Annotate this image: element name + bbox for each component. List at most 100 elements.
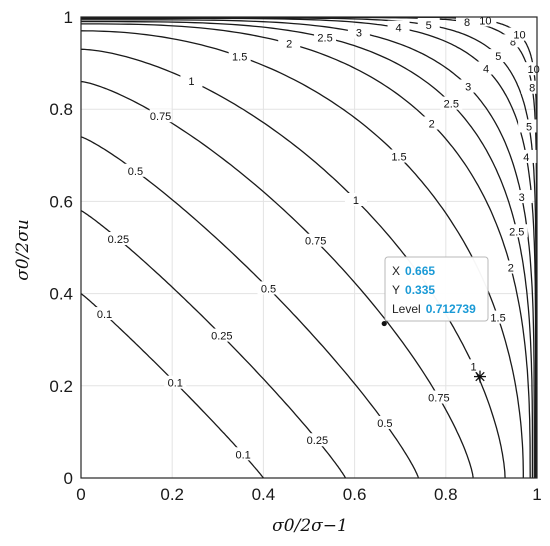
contour-label-bg [314,30,337,44]
contour-label: 3 [356,27,362,39]
contour-label: 1 [188,76,194,88]
contour-label-bg [124,163,147,177]
contour-label-bg [487,310,510,324]
contour-label-bg [107,232,130,246]
contour-line-0-5 [80,136,420,479]
contour-label: 0.75 [150,111,171,123]
contour-label-bg [210,328,233,342]
datatip-y-label: Y [392,283,400,297]
contour-label-bg [510,190,533,204]
contour-label: 0.5 [261,283,276,295]
x-tick-label: 0.4 [252,485,276,504]
contour-label: 8 [510,36,516,48]
contour-label: 0.1 [97,309,112,321]
contour-label-bg [522,62,545,76]
contour-label: 4 [396,23,402,35]
asterisk-marker [474,370,486,383]
asterisk-stroke [475,371,485,382]
y-tick-label: 0.4 [49,285,73,304]
contour-label: 1 [353,195,359,207]
contour-label: 8 [464,17,470,29]
x-axis-label: σ0/2σ−1 [272,516,348,536]
contour-label-bg [427,390,450,404]
svg-text:X0.665: X 0.665 [392,264,435,278]
contour-label-bg [304,233,327,247]
contour-label: 2.5 [509,226,524,238]
contour-label: 4 [523,152,529,164]
contour-label-bg [347,25,370,39]
contour-label: 3 [465,82,471,94]
y-axis-label: σ0/2σu [13,219,33,281]
contour-label: 1 [471,361,477,373]
x-tick-label: 0.8 [434,485,458,504]
datatip-x-label: X [392,264,400,278]
tick-labels: 0 0.2 0.4 0.6 0.8 100.20.40.60.81 [49,8,541,504]
x-tick-label: 0.2 [160,485,184,504]
datatip-y-value: 0.335 [405,283,435,297]
contour-label: 2 [508,262,514,274]
contour-label-bg [387,149,410,163]
x-tick-label: 0 [76,485,85,504]
datatip[interactable]: X 0.665 Y 0.335 Level 0.712739 [381,256,489,327]
contour-label: 0.25 [211,331,232,343]
contour-label-bg [456,14,479,28]
contour-label: 0.75 [428,393,449,405]
contour-label-bg [475,61,498,75]
contour-label: 8 [529,83,535,95]
contour-label-bg [257,281,280,295]
svg-text:Y0.335: Y 0.335 [392,283,435,297]
contour-label: 10 [513,30,525,42]
x-tick-label: 1 [532,485,541,504]
datatip-x-value: 0.665 [405,264,435,278]
contour-label: 2 [429,118,435,130]
contour-label-bg [344,193,367,207]
y-tick-label: 0 [64,469,73,488]
contour-label-bg [232,447,255,461]
contour-label-bg [508,27,531,41]
contour-label: 2 [286,39,292,51]
contour-labels: 0.1 0.1 0.1 0.25 0.25 0.25 0.5 0.5 0.5 0.75 0.75 0.… [93,13,545,461]
contour-label: 0.5 [377,418,392,430]
contour-label-bg [278,36,301,50]
contour-label: 1.5 [232,51,247,63]
contour-label-bg [457,79,480,93]
contour-label: 2.5 [444,99,459,111]
contour-label: 3 [519,192,525,204]
datatip-box [384,256,489,322]
contour-label-bg [164,375,187,389]
contour-label-bg [499,260,522,274]
contour-label: 0.25 [307,435,328,447]
contour-label: 4 [483,64,489,76]
contour-label-bg [387,20,410,34]
y-tick-label: 0.8 [49,100,73,119]
x-tick-label: 0.6 [343,485,367,504]
contour-label: 10 [479,15,491,27]
contour-label: 5 [495,51,501,63]
y-tick-label: 0.2 [49,377,73,396]
contour-label-bg [417,17,440,31]
contour-label: 0.25 [108,234,129,246]
contour-label: 0.1 [168,378,183,390]
y-tick-label: 1 [64,8,73,27]
contour-label: 1.5 [490,313,505,325]
contour-label-bg [515,149,538,163]
contour-label: 2.5 [317,32,332,44]
contour-label-bg [306,433,329,447]
contour-label: 1.5 [391,152,406,164]
contour-label-bg [440,96,463,110]
contour-label: 10 [528,64,540,76]
contour-label-bg [487,49,510,63]
contour-label: 0.5 [128,166,143,178]
contour-label-bg [93,307,116,321]
contour-label-bg [518,119,541,133]
contour-label: 0.1 [236,449,251,461]
contour-label-bg [373,415,396,429]
plot-frame [80,16,538,479]
contour-label: 5 [426,20,432,32]
datatip-level-label: Level [392,302,421,316]
datatip-level-value: 0.712739 [426,302,476,316]
contour-label: 0.75 [305,236,326,248]
contour-label-bg [180,74,203,88]
